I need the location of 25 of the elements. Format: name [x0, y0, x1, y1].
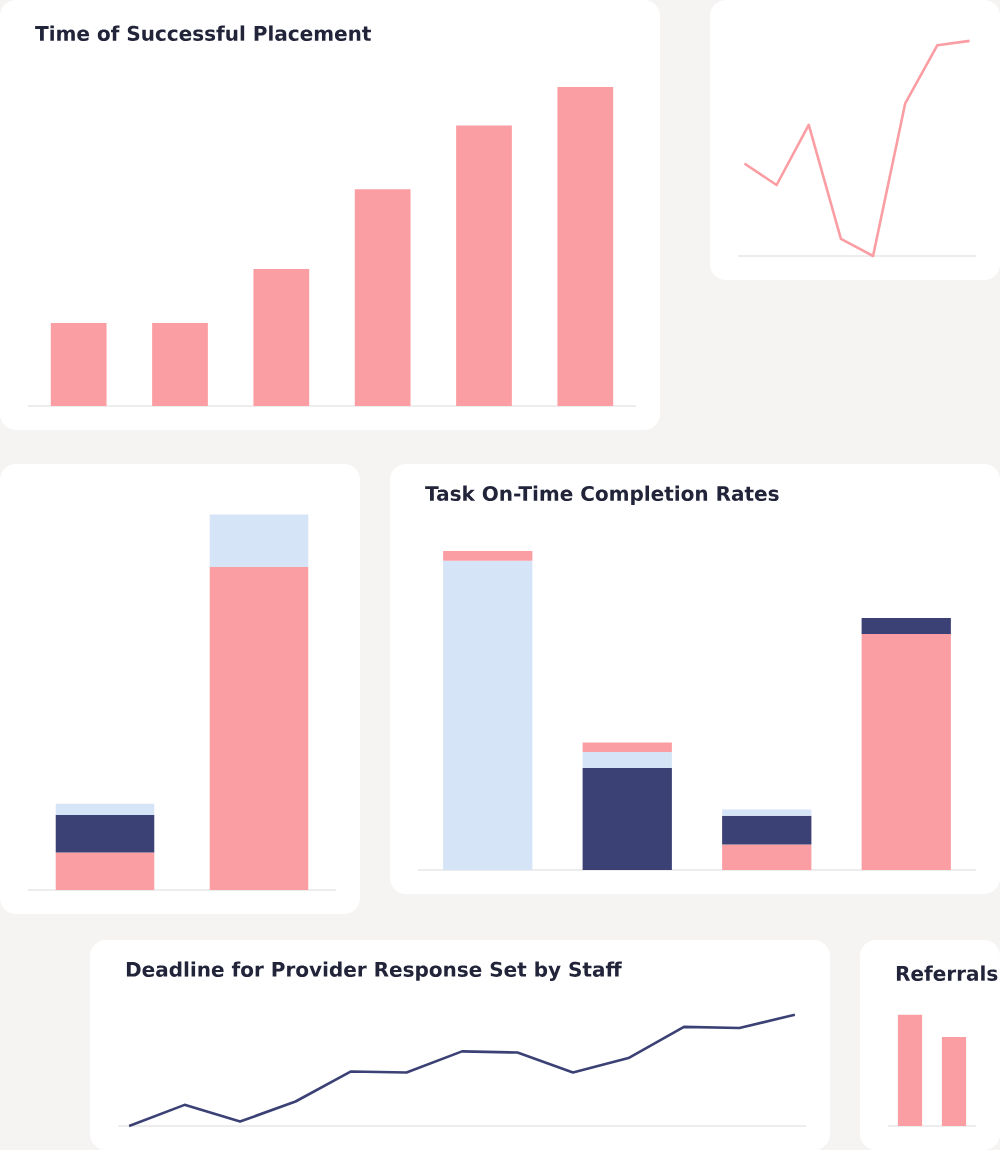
bar	[456, 125, 512, 406]
bar	[582, 752, 672, 768]
bar	[55, 803, 155, 815]
bar	[209, 567, 309, 890]
bar	[582, 742, 672, 753]
bar	[443, 551, 533, 561]
bar	[55, 852, 155, 890]
bar	[861, 634, 951, 870]
chart-title: Task On-Time Completion Rates	[425, 485, 779, 505]
bar	[582, 767, 672, 870]
bar	[443, 560, 533, 870]
bar	[50, 323, 107, 406]
bar	[722, 844, 812, 870]
bar	[722, 815, 812, 845]
chart-title: Time of Successful Placement	[35, 25, 371, 41]
bar	[253, 268, 310, 406]
bar	[354, 189, 411, 406]
bar	[152, 323, 208, 406]
bar	[861, 618, 951, 635]
chart-title: Deadline for Provider Response Set by Staff	[126, 961, 622, 981]
bar	[55, 814, 155, 853]
bar	[557, 87, 614, 406]
bar	[209, 514, 309, 568]
bar	[722, 809, 812, 816]
chart-title: Referrals	[896, 965, 998, 981]
